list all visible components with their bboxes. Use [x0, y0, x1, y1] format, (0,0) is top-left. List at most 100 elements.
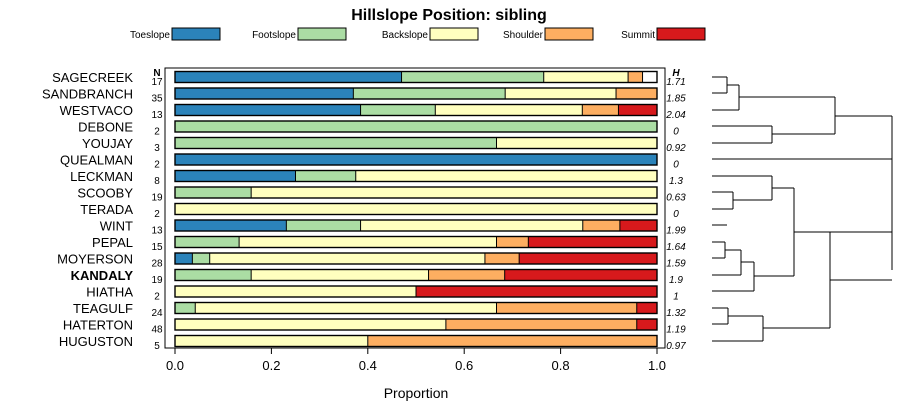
bar-segment-summit	[519, 253, 657, 264]
bar-segment-backslope	[355, 170, 657, 182]
bar-segment-footslope	[401, 71, 544, 83]
row-h-value: 1.99	[666, 226, 686, 237]
bar-segment-backslope	[195, 302, 497, 314]
row-h-value: 1	[673, 292, 679, 303]
bar-row-westvaco: WESTVACO 13 2.04	[60, 103, 687, 121]
bar-segment-summit	[618, 104, 657, 116]
legend-swatch	[656, 27, 706, 41]
row-h-value: 0.97	[666, 341, 686, 352]
dendrogram-branch	[712, 307, 729, 325]
row-n-count: 19	[151, 275, 163, 286]
bar-outline	[174, 153, 658, 166]
legend-label: Toeslope	[130, 30, 170, 41]
bar-segment-backslope	[175, 203, 657, 215]
bar-row-debone: DEBONE 2 0	[78, 120, 679, 138]
bar-segment-toeslope	[175, 71, 402, 83]
row-label: SAGECREEK	[52, 70, 133, 85]
bar-segment-footslope	[286, 220, 361, 231]
row-h-value: 1.19	[666, 325, 686, 336]
chart-title: Hillslope Position: sibling	[351, 7, 547, 24]
row-label: MOYERSON	[57, 252, 133, 267]
bar-segment-backslope	[360, 220, 583, 231]
bar-segment-shoulder	[616, 88, 657, 99]
row-label: WINT	[100, 219, 133, 234]
legend-swatch	[171, 27, 221, 41]
n-column-header: N	[153, 68, 160, 79]
bar-segment-toeslope	[175, 170, 296, 182]
bar-row-scooby: SCOOBY 19 0.63	[77, 186, 686, 204]
bar-segment-backslope	[543, 71, 629, 83]
row-h-value: 0	[673, 127, 679, 138]
row-h-value: 1.85	[666, 94, 686, 105]
bar-segment-shoulder	[582, 220, 620, 231]
bar-outline	[174, 202, 658, 216]
bar-outline	[174, 334, 658, 348]
row-label: DEBONE	[78, 120, 133, 135]
row-n-count: 17	[151, 77, 163, 88]
row-h-value: 0	[673, 160, 679, 171]
row-h-value: 0	[673, 209, 679, 220]
bar-segment-summit	[504, 269, 657, 281]
dendrogram-branch	[772, 97, 836, 135]
bar-outline	[174, 301, 658, 315]
bar-segment-backslope	[435, 104, 583, 116]
bar-row-moyerson: MOYERSON 28 1.59	[57, 252, 686, 270]
row-h-value: 1.71	[666, 77, 685, 88]
legend: Toeslope Footslope Backslope Shoulder Summit	[130, 27, 706, 41]
legend-label: Shoulder	[503, 30, 544, 41]
bar-outline	[174, 120, 658, 133]
bar-segment-backslope	[239, 236, 497, 248]
legend-item-footslope: Footslope	[252, 27, 347, 41]
bar-row-wint: WINT 13 1.99	[100, 219, 686, 237]
row-label: QUEALMAN	[60, 153, 133, 168]
x-tick-label: 0.2	[262, 358, 280, 373]
bar-segment-toeslope	[175, 253, 193, 264]
row-label: LECKMAN	[70, 169, 133, 184]
bar-row-huguston: HUGUSTON 5 0.97	[59, 334, 686, 352]
bar-segment-backslope	[175, 335, 368, 347]
bar-segment-backslope	[209, 253, 485, 264]
legend-swatch	[544, 27, 594, 41]
bar-outline	[174, 268, 658, 282]
bar-segment-footslope	[175, 137, 497, 149]
row-label: PEPAL	[92, 235, 133, 250]
dendrogram	[712, 76, 893, 342]
dendrogram-branch	[712, 224, 727, 259]
bar-segment-shoulder	[628, 71, 643, 83]
bar-outline	[174, 87, 658, 100]
row-n-count: 24	[151, 308, 163, 319]
bar-segment-footslope	[192, 253, 210, 264]
bar-segment-toeslope	[175, 88, 354, 99]
bar-segment-footslope	[360, 104, 436, 116]
row-label: TERADA	[80, 202, 133, 217]
bar-segment-backslope	[175, 286, 416, 297]
bar-segment-shoulder	[496, 236, 529, 248]
bar-segment-toeslope	[175, 104, 361, 116]
row-label: HUGUSTON	[59, 334, 133, 349]
dendrogram-branch	[712, 115, 892, 160]
dendrogram-branch	[712, 261, 755, 292]
bar-segment-shoulder	[428, 269, 505, 281]
row-label: YOUJAY	[82, 136, 133, 151]
bar-row-youjay: YOUJAY 3 0.92	[82, 136, 686, 154]
row-h-value: 1.59	[666, 259, 686, 270]
bar-outline	[174, 136, 658, 150]
dendrogram-branch	[712, 96, 835, 144]
bar-row-sandbranch: SANDBRANCH 35 1.85	[42, 87, 686, 105]
legend-item-toeslope: Toeslope	[130, 27, 221, 41]
dendrogram-branch	[712, 315, 764, 342]
row-h-value: 2.04	[665, 110, 686, 121]
bar-outline	[174, 252, 658, 265]
row-h-value: 1.32	[666, 308, 686, 319]
row-h-value: 0.92	[666, 143, 686, 154]
row-h-value: 1.64	[666, 242, 686, 253]
row-n-count: 48	[151, 325, 163, 336]
legend-item-backslope: Backslope	[382, 27, 479, 41]
legend-item-summit: Summit	[621, 27, 706, 41]
row-label: SCOOBY	[77, 186, 133, 201]
legend-label: Footslope	[252, 30, 296, 41]
row-label: TEAGULF	[73, 301, 133, 316]
row-label: KANDALY	[71, 268, 134, 283]
bar-segment-shoulder	[367, 335, 657, 347]
